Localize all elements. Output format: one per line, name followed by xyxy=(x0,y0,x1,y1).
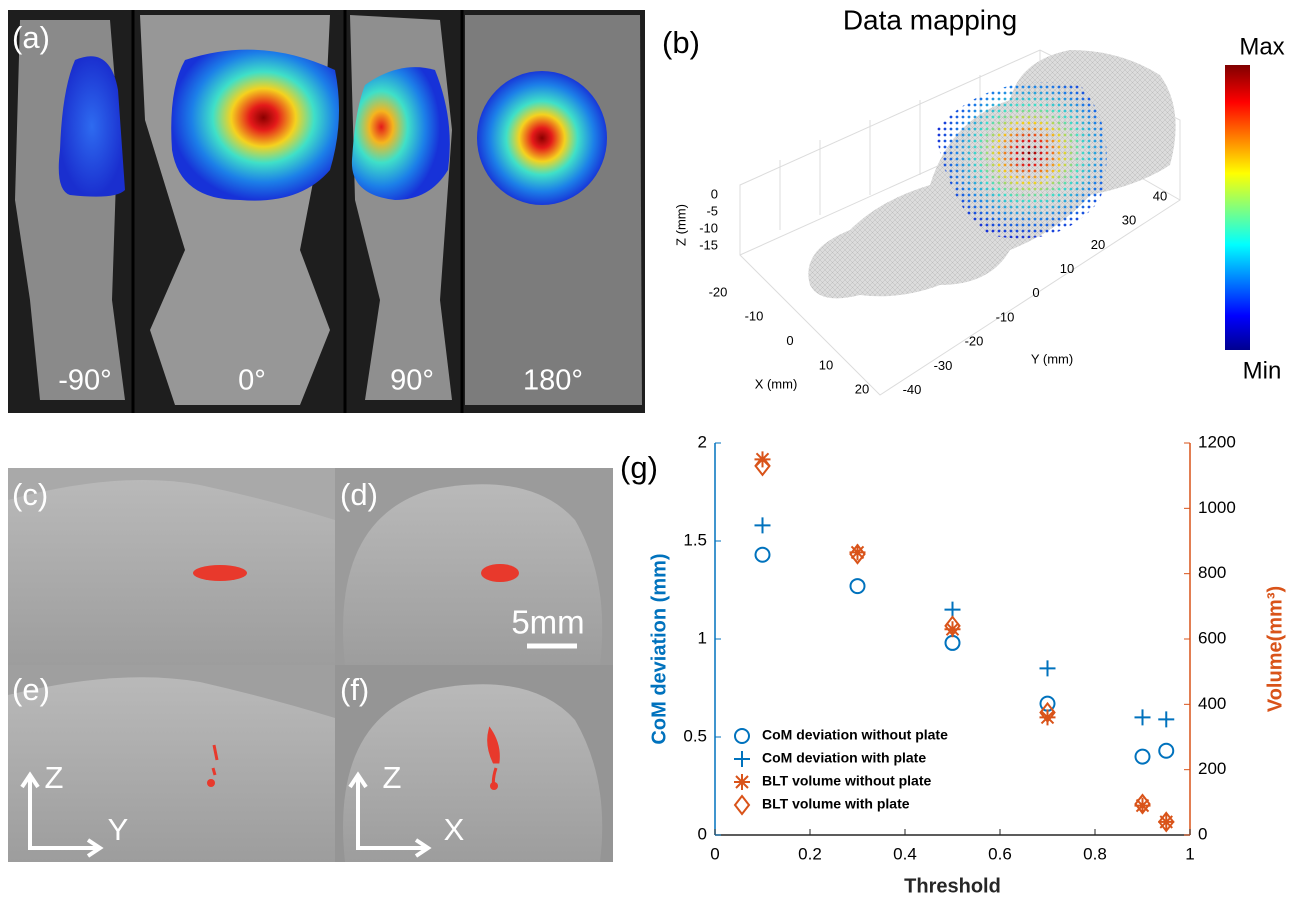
label: 0 xyxy=(1032,285,1039,300)
label: (g) xyxy=(620,450,658,485)
label: X (mm) xyxy=(755,376,798,391)
panel-f xyxy=(335,665,613,862)
y2-tick-label: 1000 xyxy=(1198,498,1236,517)
y-tick-label: 2 xyxy=(698,432,707,451)
label: Y xyxy=(108,812,129,847)
label: (a) xyxy=(12,20,50,55)
heatmap xyxy=(352,67,450,200)
label: (d) xyxy=(340,477,378,512)
marker xyxy=(945,602,961,618)
label: Max xyxy=(1239,33,1284,60)
label: 0° xyxy=(238,365,266,397)
y2-tick-label: 200 xyxy=(1198,759,1226,778)
marker xyxy=(1158,814,1174,830)
legend-marker xyxy=(735,796,749,814)
marker xyxy=(1135,709,1151,725)
marker xyxy=(1159,744,1173,758)
blob xyxy=(481,564,519,582)
label: 40 xyxy=(1153,188,1167,203)
y-axis-label: CoM deviation (mm) xyxy=(648,553,670,744)
y2-tick-label: 800 xyxy=(1198,563,1226,582)
marker xyxy=(755,517,771,533)
label: 0 xyxy=(711,186,718,201)
label: Z xyxy=(45,760,64,795)
figure: (a) (b) (c) (d) (e) (f) (g) -90° 0° 90° 180° Data m… xyxy=(0,0,1289,898)
label: Z (mm) xyxy=(673,204,688,246)
y2-tick-label: 1200 xyxy=(1198,432,1236,451)
marker xyxy=(1158,711,1174,727)
legend-marker xyxy=(734,751,750,767)
legend-marker xyxy=(735,729,749,743)
label: Data mapping xyxy=(843,4,1017,35)
label: -30 xyxy=(934,358,953,373)
label: (e) xyxy=(12,672,50,707)
marker xyxy=(1040,660,1056,676)
blob xyxy=(193,565,247,581)
tissue xyxy=(8,480,335,665)
label: -5 xyxy=(706,203,718,218)
label: Y (mm) xyxy=(1031,351,1073,366)
label: -20 xyxy=(709,284,728,299)
panel-a xyxy=(8,10,645,413)
x-tick-label: 0 xyxy=(710,844,719,863)
label: 5mm xyxy=(511,604,584,641)
y-tick-label: 0.5 xyxy=(683,726,707,745)
label: (f) xyxy=(340,672,369,707)
label: 10 xyxy=(1060,261,1074,276)
marker xyxy=(851,579,865,593)
label: 180° xyxy=(523,365,583,397)
marker xyxy=(946,636,960,650)
legend-label: BLT volume with plate xyxy=(762,796,910,812)
label: -15 xyxy=(699,237,718,252)
label: 90° xyxy=(390,365,434,397)
label: -10 xyxy=(699,220,718,235)
label: -10 xyxy=(745,309,764,324)
heatmap xyxy=(171,50,339,201)
label: (c) xyxy=(12,477,48,512)
x-tick-label: 0.8 xyxy=(1083,844,1107,863)
y-tick-label: 0 xyxy=(698,824,707,843)
label: X xyxy=(444,812,465,847)
blob xyxy=(490,782,498,790)
legend-label: CoM deviation without plate xyxy=(762,727,948,743)
label: Z xyxy=(383,760,402,795)
label: 20 xyxy=(855,382,869,397)
label: Min xyxy=(1243,357,1282,384)
y-tick-label: 1 xyxy=(698,628,707,647)
marker xyxy=(756,548,770,562)
y2-tick-label: 400 xyxy=(1198,694,1226,713)
label: -40 xyxy=(903,382,922,397)
label: 20 xyxy=(1091,237,1105,252)
x-tick-label: 1 xyxy=(1185,844,1194,863)
heatmap xyxy=(477,71,607,205)
x-tick-label: 0.2 xyxy=(798,844,822,863)
legend-label: BLT volume without plate xyxy=(762,773,932,789)
panel-c xyxy=(8,468,335,665)
colorbar xyxy=(1225,65,1250,350)
label: -10 xyxy=(996,309,1015,324)
legend-marker xyxy=(734,774,750,790)
x-axis-label: Threshold xyxy=(904,875,1001,897)
y2-axis-label: Volume(mm³) xyxy=(1264,586,1286,712)
label: (b) xyxy=(662,25,700,60)
panel-b xyxy=(740,50,1180,395)
y2-tick-label: 600 xyxy=(1198,628,1226,647)
label: 0 xyxy=(786,333,793,348)
y2-tick-label: 0 xyxy=(1198,824,1207,843)
label: -90° xyxy=(58,365,112,397)
marker xyxy=(1136,750,1150,764)
legend-label: CoM deviation with plate xyxy=(762,750,926,766)
x-tick-label: 0.4 xyxy=(893,844,917,863)
x-tick-label: 0.6 xyxy=(988,844,1012,863)
blob xyxy=(207,779,215,787)
label: 30 xyxy=(1122,213,1136,228)
y-tick-label: 1.5 xyxy=(683,530,707,549)
label: -20 xyxy=(965,334,984,349)
label: 10 xyxy=(819,357,833,372)
